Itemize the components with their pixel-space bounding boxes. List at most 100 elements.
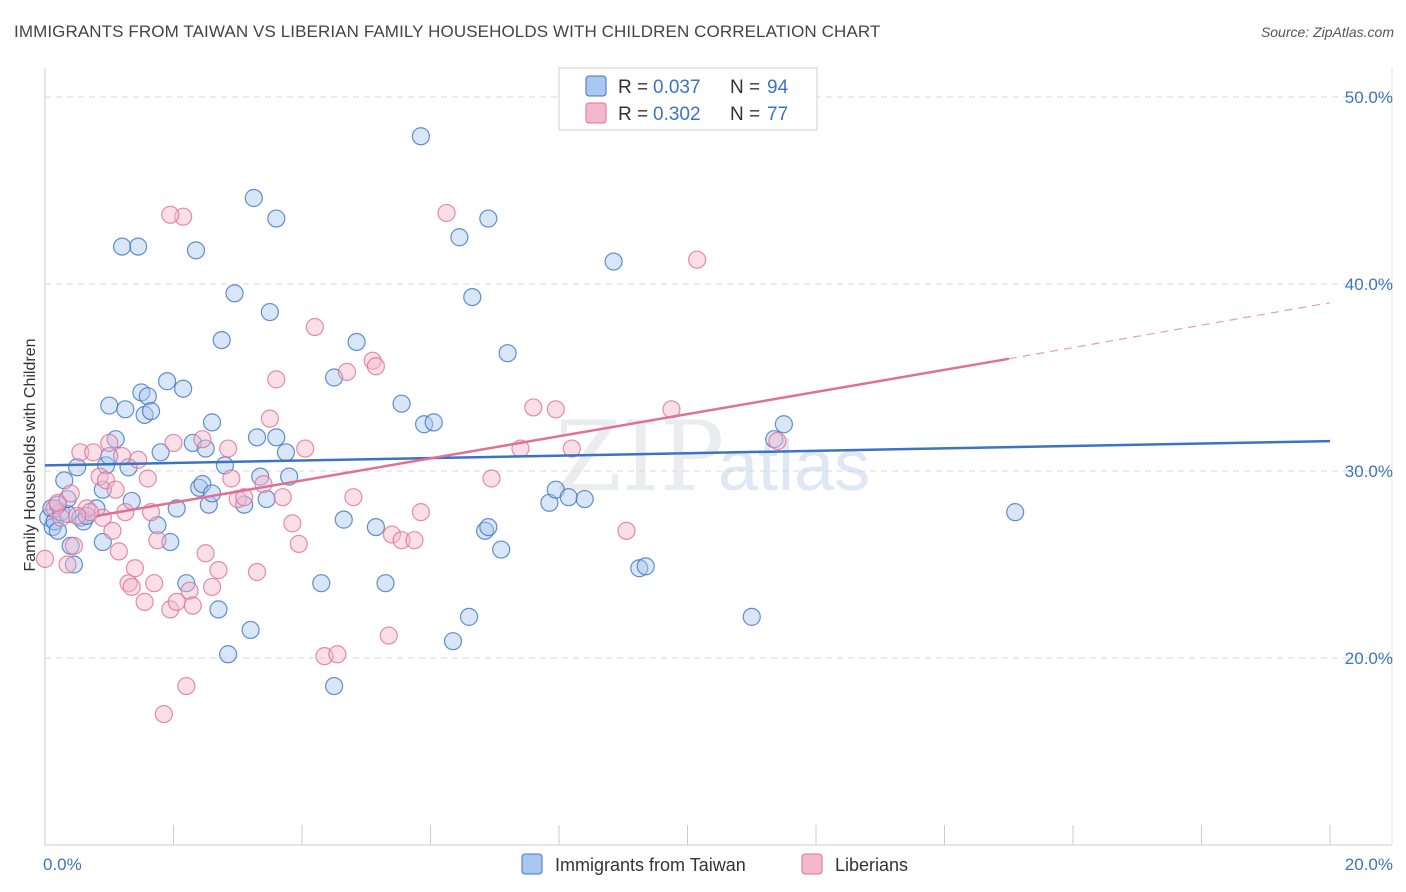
liberians-point	[122, 577, 141, 597]
taiwan-point	[325, 676, 344, 696]
trend-line-liberians-extension	[1008, 302, 1331, 360]
taiwan-point	[219, 645, 238, 664]
legend: R = 0.037 N = 94 R = 0.302 N = 77	[558, 67, 818, 131]
taiwan-point	[1006, 503, 1025, 522]
liberians-point	[482, 469, 501, 488]
x-tick-label-min: 0.0%	[43, 855, 82, 874]
taiwan-point	[141, 402, 161, 421]
bottom-legend-liberians: Liberians	[835, 855, 908, 875]
liberians-point	[112, 446, 132, 466]
liberians-point	[125, 559, 145, 578]
bottom-legend-swatch-taiwan	[521, 853, 543, 875]
liberians-point	[617, 521, 636, 540]
taiwan-point	[312, 574, 331, 593]
taiwan-point	[636, 557, 655, 576]
taiwan-point	[260, 302, 279, 322]
liberians-point	[177, 676, 196, 696]
chart-title: IMMIGRANTS FROM TAIWAN VS LIBERIAN FAMIL…	[14, 22, 881, 41]
liberians-point	[235, 488, 254, 507]
taiwan-point	[202, 413, 222, 432]
liberians-point	[562, 439, 581, 458]
taiwan-point	[148, 516, 167, 535]
watermark-atlas: atlas	[718, 426, 870, 506]
liberians-point	[337, 362, 357, 381]
legend-swatch-liberians	[585, 102, 607, 124]
x-tick-labels: 0.0% 20.0%	[43, 855, 1393, 874]
liberians-point	[260, 409, 279, 428]
taiwan-point	[167, 499, 186, 518]
liberians-point	[45, 499, 64, 518]
taiwan-point	[202, 484, 222, 503]
taiwan-point	[424, 413, 443, 432]
legend-swatch-taiwan	[585, 75, 607, 97]
bottom-legend: Immigrants from Taiwan Liberians	[521, 853, 908, 875]
taiwan-point	[244, 188, 263, 208]
legend-taiwan-n-label: N =	[730, 77, 760, 98]
liberians-point	[183, 596, 202, 615]
y-axis-title: Family Households with Children	[22, 339, 39, 572]
liberians-point	[96, 471, 116, 490]
watermark-zip: ZIP	[555, 401, 724, 513]
taiwan-point	[630, 559, 649, 578]
taiwan-point	[247, 428, 267, 447]
liberians-point	[35, 549, 55, 568]
taiwan-point	[492, 540, 511, 559]
liberians-point	[363, 351, 382, 370]
liberians-point	[161, 205, 180, 224]
liberians-point	[161, 600, 180, 619]
liberians-point	[193, 430, 212, 449]
taiwan-point	[443, 632, 463, 651]
liberians-point	[58, 555, 77, 574]
taiwan-point	[138, 387, 157, 406]
y-tick-label: 50.0%	[1345, 88, 1393, 107]
liberians-point	[219, 439, 238, 458]
taiwan-point	[765, 430, 784, 449]
y-tick-label: 40.0%	[1345, 275, 1393, 294]
y-tick-labels: 20.0% 30.0% 40.0% 50.0%	[1345, 88, 1393, 668]
taiwan-point	[742, 607, 761, 626]
taiwan-point	[376, 574, 395, 593]
liberians-point	[109, 542, 128, 561]
taiwan-point	[604, 252, 623, 271]
taiwan-point	[498, 344, 517, 363]
liberians-point	[289, 534, 308, 554]
taiwan-point	[463, 287, 482, 307]
taiwan-point	[575, 489, 594, 509]
taiwan-point	[193, 474, 212, 494]
axes	[44, 68, 1393, 846]
liberians-point	[283, 514, 302, 533]
taiwan-point	[241, 620, 260, 640]
liberians-point	[103, 521, 122, 540]
liberians-point	[84, 443, 103, 462]
taiwan-point	[212, 331, 231, 350]
taiwan-point	[459, 607, 479, 626]
y-tick-label: 30.0%	[1345, 462, 1393, 481]
taiwan-point	[112, 237, 132, 256]
liberians-point	[524, 398, 543, 417]
taiwan-point	[225, 284, 244, 303]
taiwan-point	[64, 555, 84, 574]
liberians-point	[202, 577, 222, 597]
liberians-point	[437, 203, 456, 223]
liberians-point	[138, 469, 157, 488]
liberians-point	[247, 562, 267, 582]
liberians-point	[135, 592, 154, 612]
taiwan-point	[209, 600, 228, 619]
liberians-point	[196, 544, 215, 563]
taiwan-point	[151, 443, 170, 462]
taiwan-point	[334, 510, 353, 529]
liberians-point	[222, 469, 241, 488]
legend-liberians-r-value: 0.302	[653, 104, 701, 125]
liberians-point	[366, 357, 385, 376]
taiwan-point	[116, 400, 135, 419]
y-tick-label: 20.0%	[1345, 649, 1393, 668]
taiwan-point	[411, 127, 430, 146]
liberians-point	[100, 433, 119, 453]
taiwan-point	[55, 471, 74, 490]
liberians-point	[209, 561, 228, 580]
taiwan-point	[347, 332, 366, 352]
gridlines	[45, 96, 1392, 659]
taiwan-point	[450, 228, 469, 247]
liberians-point	[148, 531, 167, 550]
